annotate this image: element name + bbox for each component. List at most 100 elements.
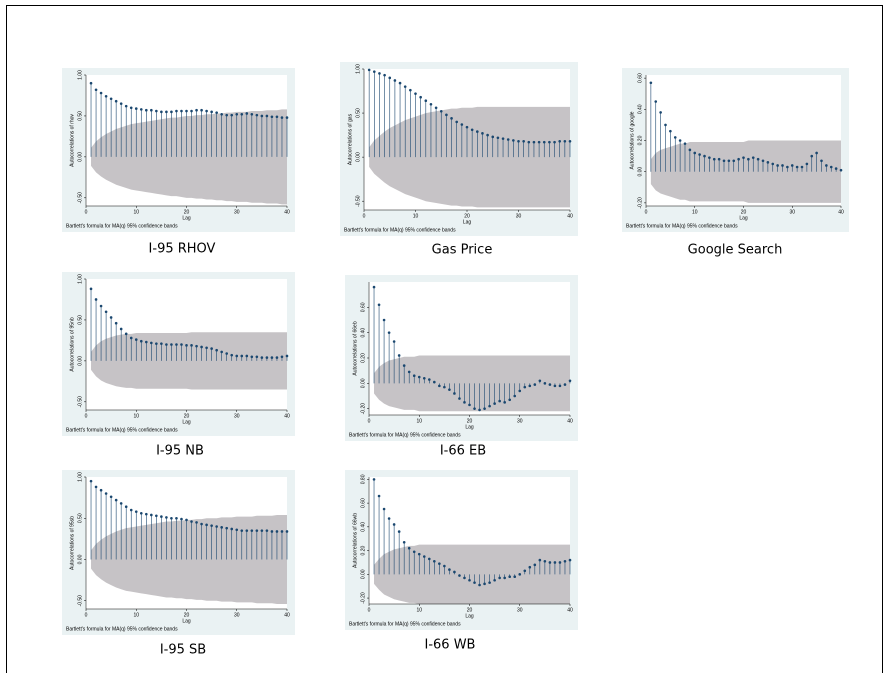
y-tick-label: -0.50: [355, 195, 361, 207]
stem-point: [205, 109, 208, 113]
stem-point: [815, 151, 818, 155]
stem-point: [175, 343, 178, 346]
stem-point: [280, 530, 284, 533]
x-tick-label: 20: [184, 612, 190, 618]
stem-point: [124, 505, 128, 509]
stem-point: [481, 132, 484, 135]
y-tick-label: 0.00: [77, 356, 83, 366]
y-tick-label: 1.00: [355, 64, 361, 74]
frame: [6, 5, 883, 673]
stem-point: [382, 318, 386, 322]
confidence-band: [369, 106, 570, 208]
stem-point: [558, 139, 561, 143]
stem-point: [367, 68, 371, 72]
stem-point: [240, 354, 244, 358]
stem-point: [553, 384, 557, 388]
stem-point: [99, 488, 103, 492]
stem-point: [265, 529, 269, 532]
stem-point: [800, 165, 804, 169]
y-tick-label: -0.20: [360, 403, 366, 415]
x-axis-label: Lag: [463, 219, 472, 225]
stem-point: [397, 354, 401, 357]
stem-point: [114, 321, 118, 325]
stem-point: [703, 154, 706, 158]
stem-point: [506, 138, 510, 141]
stem-point: [508, 398, 512, 402]
note: Bartlett's formula for MA(q) 95% confide…: [66, 223, 178, 229]
y-tick-label: 0.20: [360, 353, 366, 363]
y-tick-label: 0.00: [77, 554, 83, 564]
stem-point: [458, 397, 461, 400]
stem-point: [528, 384, 532, 388]
y-tick-label: 0.20: [637, 135, 643, 145]
stem-point: [434, 106, 438, 110]
stem-point: [124, 104, 128, 108]
stem-point: [568, 139, 572, 143]
stem-point: [664, 123, 667, 127]
stem-point: [781, 164, 784, 167]
y-axis-label: Autocorrelations of rhov: [69, 114, 75, 167]
stem-point: [230, 113, 234, 117]
y-axis-label: Autocorrelations of 95nb: [69, 317, 75, 371]
y-tick-label: 0.60: [360, 498, 366, 508]
y-tick-label: -0.50: [77, 595, 83, 607]
stem-point: [428, 557, 431, 561]
stem-point: [414, 92, 417, 95]
stem-point: [260, 356, 264, 359]
note: Bartlett's formula for MA(q) 95% confide…: [349, 432, 461, 438]
stem-point: [109, 97, 113, 101]
stem-point: [483, 582, 486, 586]
stem-point: [751, 156, 755, 159]
x-tick-label: 20: [467, 607, 473, 613]
stem-point: [200, 522, 203, 526]
stem-point: [245, 529, 249, 532]
stem-point: [412, 374, 416, 378]
stem-point: [493, 578, 496, 582]
stem-point: [553, 140, 556, 144]
stem-point: [409, 88, 412, 92]
stem-point: [491, 135, 495, 139]
stem-point: [215, 348, 218, 352]
stem-point: [195, 108, 198, 112]
stem-point: [160, 342, 163, 345]
x-axis-label: Lag: [465, 424, 474, 430]
stem-point: [175, 109, 178, 113]
stem-point: [708, 156, 711, 159]
stem-point: [185, 344, 188, 347]
stem-point: [742, 156, 745, 159]
stem-point: [250, 355, 254, 359]
stem-point: [483, 407, 486, 410]
y-tick-label: 0.00: [77, 152, 83, 162]
stem-point: [533, 563, 537, 567]
stem-point: [255, 529, 259, 532]
stem-point: [397, 530, 401, 533]
x-tick-label: 40: [284, 209, 290, 215]
stem-point: [104, 94, 108, 98]
stem-point: [165, 343, 168, 346]
stem-point: [387, 517, 391, 520]
stem-point: [790, 164, 794, 167]
y-tick-label: 0.40: [360, 522, 366, 532]
y-tick-label: 1.00: [77, 274, 83, 284]
x-tick-label: 20: [467, 418, 473, 424]
stem-point: [543, 382, 547, 385]
stem-point: [265, 114, 269, 118]
stem-point: [722, 159, 726, 163]
stem-point: [654, 100, 658, 103]
stem-point: [407, 546, 411, 550]
stem-point: [220, 526, 223, 529]
stem-point: [453, 570, 456, 574]
confidence-band: [91, 514, 288, 605]
stem-point: [94, 298, 98, 301]
stem-point: [543, 559, 547, 563]
stem-point: [150, 341, 153, 345]
x-tick-label: 20: [464, 213, 470, 219]
stem-point: [215, 111, 218, 114]
x-tick-label: 40: [838, 209, 844, 215]
stem-point: [270, 115, 274, 119]
stem-point: [185, 518, 188, 522]
stem-point: [419, 95, 422, 99]
stem-point: [150, 513, 153, 517]
stem-point: [493, 402, 496, 405]
stem-point: [190, 109, 193, 113]
